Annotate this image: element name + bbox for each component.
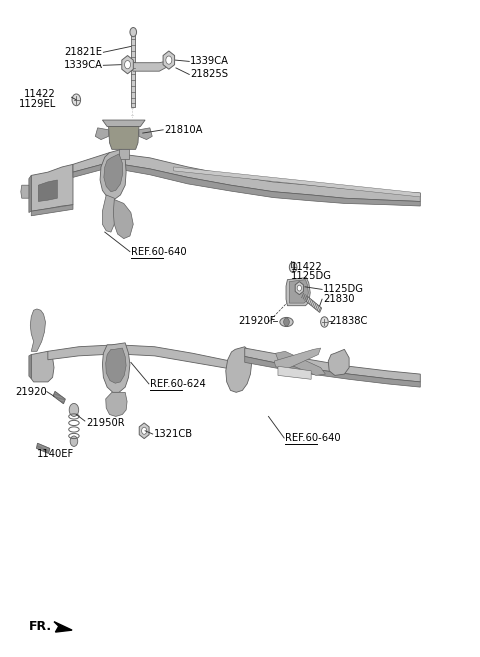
Polygon shape	[48, 345, 230, 369]
Circle shape	[142, 427, 147, 434]
Polygon shape	[29, 175, 31, 213]
Text: 11422: 11422	[24, 89, 56, 99]
Polygon shape	[38, 180, 57, 202]
Polygon shape	[276, 351, 325, 375]
Text: 21825S: 21825S	[190, 70, 228, 79]
Text: 21920: 21920	[15, 387, 47, 397]
Circle shape	[289, 262, 297, 273]
Polygon shape	[102, 195, 116, 232]
Polygon shape	[139, 423, 149, 439]
Text: 21838C: 21838C	[329, 316, 368, 327]
Polygon shape	[21, 185, 29, 198]
Text: 1321CB: 1321CB	[154, 429, 193, 439]
Polygon shape	[328, 350, 349, 375]
Polygon shape	[102, 343, 130, 392]
Polygon shape	[31, 164, 73, 212]
Polygon shape	[54, 622, 72, 632]
Polygon shape	[226, 347, 252, 392]
Polygon shape	[106, 392, 127, 417]
Polygon shape	[132, 35, 135, 107]
Polygon shape	[29, 355, 31, 378]
Polygon shape	[295, 282, 303, 294]
Polygon shape	[106, 348, 126, 383]
Circle shape	[125, 60, 131, 69]
Text: 1125DG: 1125DG	[291, 271, 332, 281]
Circle shape	[72, 94, 81, 106]
Polygon shape	[108, 127, 139, 149]
Polygon shape	[73, 162, 420, 206]
Circle shape	[321, 317, 328, 327]
Polygon shape	[245, 357, 420, 387]
Text: REF.60-624: REF.60-624	[150, 379, 205, 389]
Text: 1125DG: 1125DG	[323, 284, 364, 294]
Text: 1129EL: 1129EL	[19, 99, 56, 109]
Polygon shape	[102, 120, 145, 127]
Text: REF.60-640: REF.60-640	[131, 246, 187, 257]
Text: 21950R: 21950R	[86, 418, 124, 428]
Circle shape	[70, 436, 78, 446]
Circle shape	[284, 318, 289, 326]
Text: 1339CA: 1339CA	[63, 60, 102, 70]
Polygon shape	[163, 51, 175, 69]
Polygon shape	[278, 367, 311, 379]
Polygon shape	[53, 392, 65, 404]
Text: 1339CA: 1339CA	[190, 57, 229, 66]
Circle shape	[166, 56, 172, 64]
Text: REF.60-640: REF.60-640	[285, 433, 341, 443]
Polygon shape	[245, 348, 420, 382]
Text: 1140EF: 1140EF	[37, 449, 74, 459]
Text: 21830: 21830	[323, 294, 355, 304]
Polygon shape	[122, 56, 133, 74]
Circle shape	[130, 28, 137, 37]
Text: 11422: 11422	[291, 261, 323, 271]
Text: FR.: FR.	[29, 620, 52, 633]
Polygon shape	[31, 205, 73, 215]
Polygon shape	[274, 348, 321, 371]
Polygon shape	[119, 149, 129, 159]
Polygon shape	[286, 278, 310, 306]
Polygon shape	[100, 149, 126, 200]
Polygon shape	[104, 154, 123, 192]
Polygon shape	[174, 167, 420, 197]
Ellipse shape	[280, 317, 293, 327]
Text: 21821E: 21821E	[64, 47, 102, 57]
Polygon shape	[300, 292, 322, 313]
Text: 21920F: 21920F	[239, 316, 276, 327]
Polygon shape	[289, 280, 308, 303]
Polygon shape	[36, 443, 50, 453]
Polygon shape	[30, 309, 46, 351]
Circle shape	[69, 403, 79, 417]
Polygon shape	[130, 60, 171, 71]
Polygon shape	[31, 351, 54, 382]
Polygon shape	[113, 200, 133, 238]
Circle shape	[297, 285, 301, 291]
Polygon shape	[73, 152, 420, 202]
Polygon shape	[139, 128, 152, 139]
Text: 21810A: 21810A	[164, 125, 203, 135]
Polygon shape	[96, 128, 108, 139]
